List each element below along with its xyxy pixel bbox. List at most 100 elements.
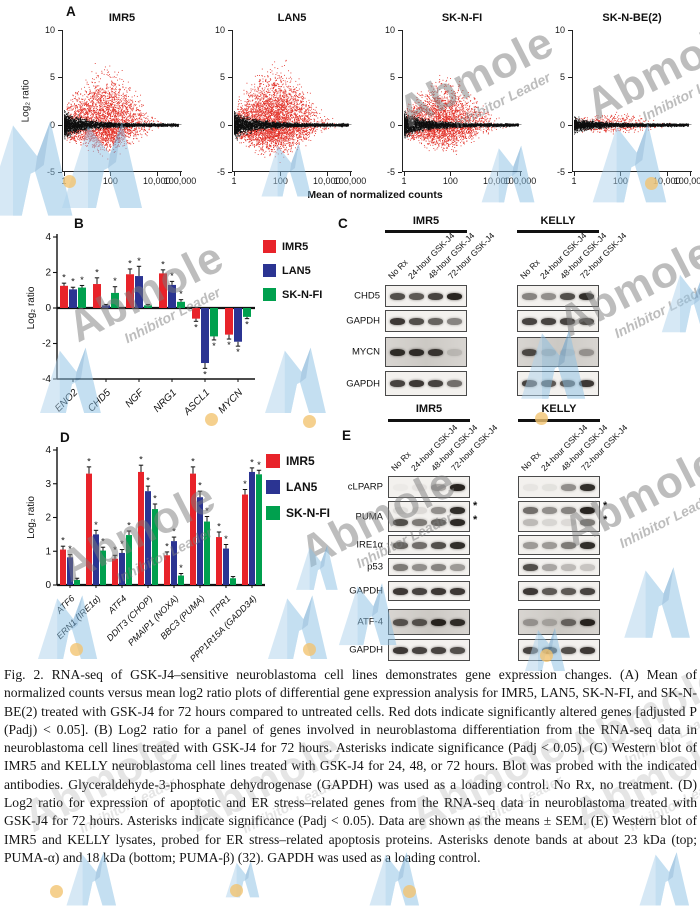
significance-asterisk: * xyxy=(101,537,105,548)
y-tick-mark xyxy=(398,30,402,31)
category-label: CHD5 xyxy=(86,387,113,414)
x-tick-mark xyxy=(110,172,112,176)
protein-band xyxy=(560,348,575,356)
blot-box-KELLY-GAPDH xyxy=(518,639,600,661)
blot-band-row xyxy=(518,292,598,300)
protein-band xyxy=(523,618,538,626)
category-label: DDIT3 (CHOP) xyxy=(105,593,155,643)
y-tick-mark xyxy=(398,172,402,173)
y-tick-mark xyxy=(568,124,572,126)
significance-asterisk: * xyxy=(243,479,247,490)
protein-band xyxy=(542,587,557,595)
significance-asterisk: * xyxy=(179,563,183,574)
watermark-tagline-text: Inhibitor Leader xyxy=(616,488,700,552)
protein-band xyxy=(580,646,595,654)
ma-plot-title: SK-N-FI xyxy=(441,12,483,24)
significance-asterisk: * xyxy=(245,320,249,331)
blot-box-KELLY-p53 xyxy=(518,558,600,576)
blot-box-KELLY-GAPDH xyxy=(517,371,599,396)
bar-LAN5 xyxy=(201,308,209,364)
protein-band xyxy=(522,317,537,325)
y-tick-label: 0 xyxy=(45,303,51,314)
protein-band xyxy=(579,380,594,387)
x-tick-mark xyxy=(350,172,351,176)
protein-band xyxy=(431,587,446,595)
watermark-dot-icon xyxy=(403,885,416,898)
blot-box-KELLY-IRE1α xyxy=(518,535,600,555)
y-tick-label: -4 xyxy=(42,374,51,385)
puma-band-asterisk: * xyxy=(603,500,608,512)
bar-SK-N-FI xyxy=(178,575,184,585)
panel-e-label: E xyxy=(342,428,352,443)
significance-asterisk: * xyxy=(194,322,198,333)
blot-box-KELLY-GAPDH xyxy=(517,310,599,332)
blot-group-header-IMR5: IMR5 xyxy=(412,215,440,227)
x-tick-label: 10,000 xyxy=(313,176,341,186)
significance-asterisk: * xyxy=(153,494,157,505)
legend-label-IMR5: IMR5 xyxy=(282,241,308,253)
protein-band xyxy=(580,541,595,549)
significance-asterisk: * xyxy=(137,256,141,267)
bar-SK-N-FI xyxy=(210,308,218,337)
protein-band xyxy=(431,483,446,491)
significance-asterisk: * xyxy=(94,520,98,531)
significance-asterisk: * xyxy=(120,539,124,550)
significance-asterisk: * xyxy=(80,275,84,286)
protein-band xyxy=(561,507,576,514)
protein-band xyxy=(412,587,427,595)
blot-row-label-GAPDH: GAPDH xyxy=(349,644,383,656)
protein-band xyxy=(431,519,446,526)
bar-IMR5 xyxy=(159,273,167,308)
blot-box-IMR5-cLPARP xyxy=(388,476,470,498)
protein-band xyxy=(412,541,427,549)
x-tick-mark xyxy=(520,172,521,176)
category-label: MYCN xyxy=(217,387,246,416)
y-tick-label: 1 xyxy=(45,546,51,557)
lane-label: No Rx xyxy=(518,449,543,473)
legend-label-IMR5: IMR5 xyxy=(286,454,315,468)
blot-band-row xyxy=(519,507,599,514)
protein-band xyxy=(523,541,538,549)
y-tick-label: -5 xyxy=(216,167,225,177)
blot-band-row xyxy=(389,541,469,549)
blot-band-row xyxy=(386,380,466,387)
protein-band xyxy=(431,618,446,626)
blot-row-label-cLPARP: cLPARP xyxy=(347,481,383,493)
x-tick-label: 1 xyxy=(61,176,67,186)
x-tick-mark xyxy=(180,172,181,176)
protein-band xyxy=(393,519,408,526)
blot-box-IMR5-IRE1α xyxy=(388,535,470,555)
blot-band-row xyxy=(519,541,599,549)
y-tick-label: 3 xyxy=(45,479,51,490)
blot-band-row xyxy=(519,483,599,491)
y-axis-title: Log₂ ratio xyxy=(26,286,37,329)
blot-row-label-ATF-4: ATF-4 xyxy=(357,616,383,628)
blot-row-label-IRE1α: IRE1α xyxy=(356,539,383,551)
significance-asterisk: * xyxy=(139,455,143,466)
protein-band xyxy=(561,541,576,549)
lane-label: No Rx xyxy=(385,257,410,281)
puma-band-asterisk: * xyxy=(603,514,608,526)
x-tick-label: 100,000 xyxy=(503,176,537,186)
bar-LAN5 xyxy=(102,305,110,308)
protein-band xyxy=(393,484,408,491)
y-tick-label: 10 xyxy=(214,25,225,35)
bar-LAN5 xyxy=(197,497,203,585)
watermark-logo-icon xyxy=(621,559,700,641)
panel-d-label: D xyxy=(60,430,70,445)
protein-band xyxy=(412,646,427,654)
category-label: ENO2 xyxy=(53,387,80,414)
legend-swatch-LAN5 xyxy=(266,480,280,494)
protein-band xyxy=(409,380,424,387)
y-tick-label: 5 xyxy=(49,72,55,83)
blot-box-IMR5-GAPDH xyxy=(388,639,470,661)
blot-row-label-GAPDH: GAPDH xyxy=(346,378,380,389)
bar-SK-N-FI xyxy=(111,292,119,308)
protein-band xyxy=(541,292,556,300)
blot-box-IMR5-GAPDH xyxy=(385,310,467,332)
x-tick-label: 10,000 xyxy=(653,176,681,186)
bar-IMR5 xyxy=(93,284,101,308)
bar-SK-N-FI xyxy=(78,287,86,308)
